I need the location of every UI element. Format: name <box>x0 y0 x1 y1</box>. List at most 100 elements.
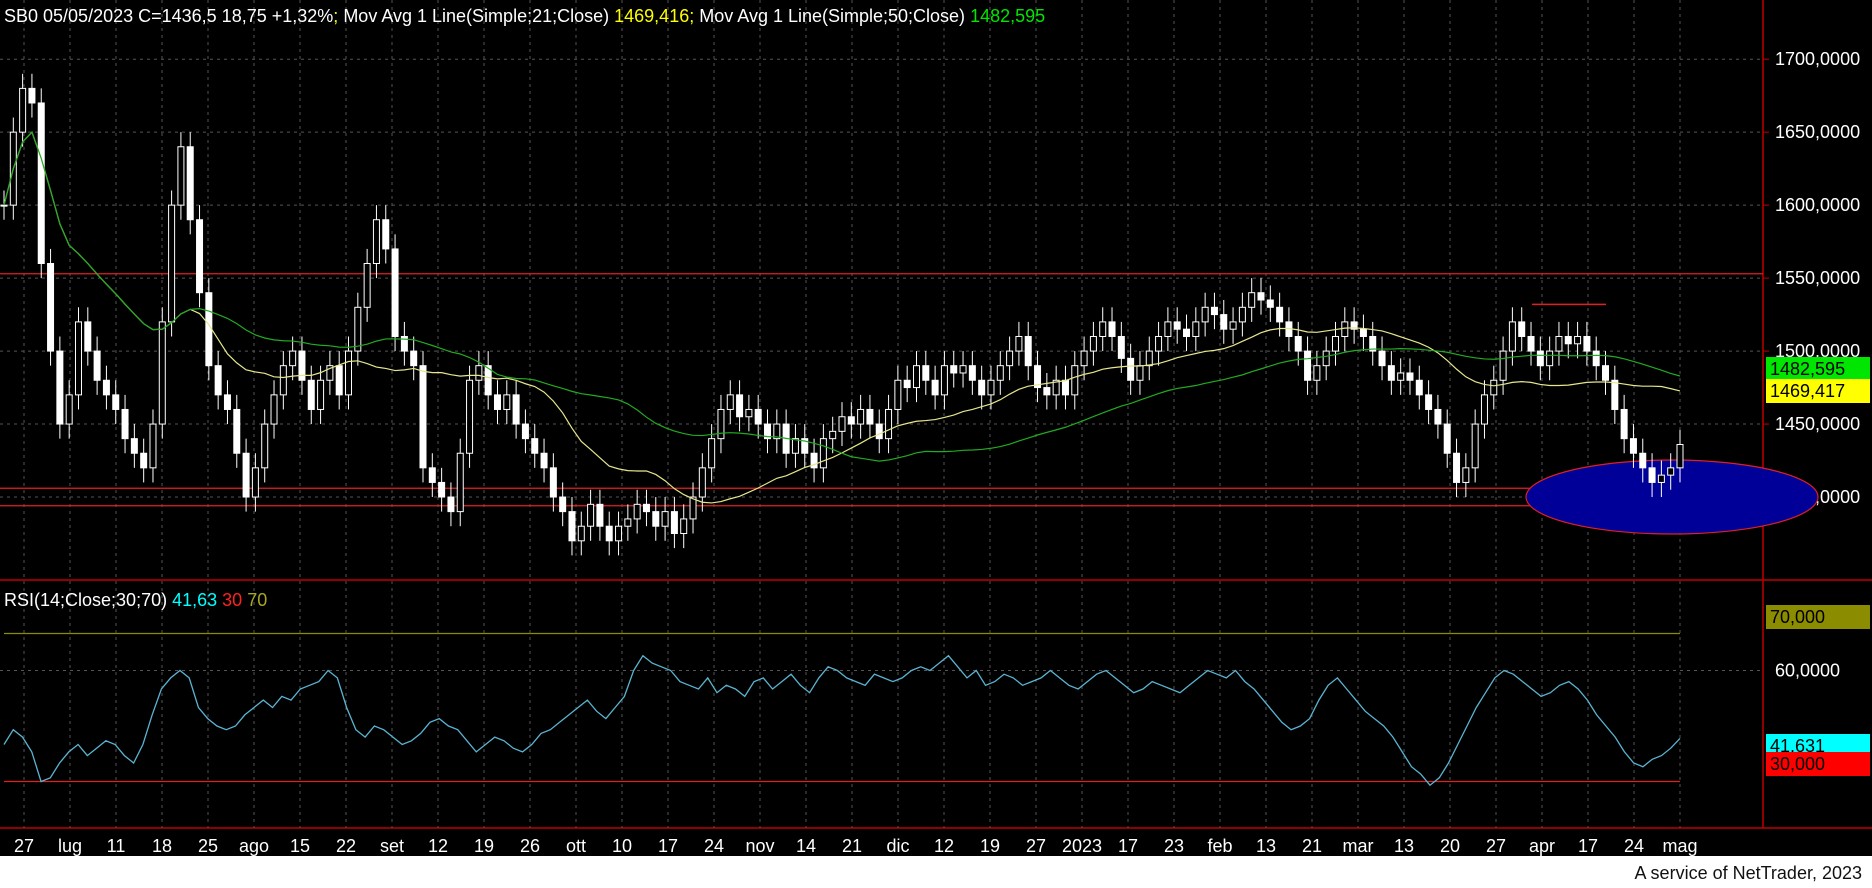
ma21-label: Mov Avg 1 Line(Simple;21;Close) <box>343 6 610 26</box>
candle-body <box>521 423 529 440</box>
candle-body <box>466 379 474 454</box>
credit-text: A service of NetTrader, 2023 <box>1630 863 1866 884</box>
candle-body <box>624 518 632 527</box>
highlight-ellipse <box>1525 459 1819 535</box>
candle-body <box>1108 321 1116 337</box>
x-tick-label: 21 <box>1302 836 1322 856</box>
candle-body <box>996 365 1004 381</box>
x-tick-label: nov <box>745 836 774 856</box>
candle-body <box>1257 292 1265 301</box>
x-tick-label: 21 <box>842 836 862 856</box>
candle-body <box>838 416 846 432</box>
ma21-value: 1469,416 <box>614 6 690 26</box>
candle-body <box>1527 335 1535 352</box>
y-tick-label: 1700,0000 <box>1775 49 1860 69</box>
candle-body <box>363 263 371 308</box>
y-tick-label: 1600,0000 <box>1775 195 1860 215</box>
candle-body <box>1406 372 1414 381</box>
candle-body <box>47 263 55 352</box>
candle-body <box>819 438 827 469</box>
candle-body <box>102 379 110 396</box>
candle-body <box>1629 438 1637 454</box>
candle-body <box>1359 328 1367 337</box>
candle-body <box>968 365 976 381</box>
x-tick-label: 27 <box>1486 836 1506 856</box>
candle-body <box>577 525 585 542</box>
y-tick-label: 1650,0000 <box>1775 122 1860 142</box>
rsi30-tag: 30,000 <box>1766 752 1870 776</box>
x-tick-label: 10 <box>612 836 632 856</box>
candle-body <box>251 467 259 498</box>
candle-body <box>1611 379 1619 410</box>
candle-body <box>1341 321 1349 337</box>
rsi-value: 41,63 <box>172 590 218 610</box>
candle-body <box>1117 335 1125 359</box>
y-tick-label: 60,0000 <box>1775 661 1840 681</box>
candle-body <box>1425 394 1433 410</box>
candle-body <box>84 321 92 352</box>
candle-body <box>540 452 548 469</box>
candle-body <box>940 365 948 396</box>
candle-body <box>1173 321 1181 330</box>
candle-body <box>791 438 799 454</box>
candle-body <box>661 511 669 527</box>
candle-body <box>1443 423 1451 454</box>
x-tick-label: 17 <box>1578 836 1598 856</box>
candle-body <box>596 503 604 527</box>
candle-body <box>1006 350 1014 367</box>
x-tick-label: 19 <box>980 836 1000 856</box>
candle-body <box>1462 467 1470 483</box>
candle-body <box>894 379 902 410</box>
rsi-line <box>3 654 1681 787</box>
candle-body <box>177 146 185 206</box>
candle-body <box>1574 335 1582 345</box>
candle-body <box>1322 350 1330 367</box>
candle-body <box>1220 314 1228 330</box>
candle-body <box>1061 379 1069 396</box>
candle-body <box>475 365 483 381</box>
rsi-header: RSI(14;Close;30;70) 41,63 30 70 <box>4 590 267 611</box>
candle-body <box>1676 443 1684 469</box>
x-tick-label: feb <box>1207 836 1232 856</box>
candle-body <box>1387 365 1395 381</box>
candle-body <box>1164 321 1172 337</box>
candle-body <box>149 423 157 469</box>
x-tick-label: 14 <box>796 836 816 856</box>
candle-body <box>708 438 716 469</box>
candle-body <box>1471 423 1479 469</box>
candle-body <box>354 306 362 352</box>
candle-body <box>1294 335 1302 352</box>
candle-body <box>642 503 650 513</box>
candle-body <box>1378 350 1386 367</box>
candle-body <box>1350 321 1358 330</box>
candle-body <box>1480 394 1488 425</box>
candle-body <box>829 430 837 440</box>
candle-body <box>93 350 101 381</box>
x-tick-label: apr <box>1529 836 1555 856</box>
candle-body <box>1546 350 1554 367</box>
y-tick-label: 1450,0000 <box>1775 414 1860 434</box>
candle-body <box>1238 306 1246 323</box>
candle-body <box>745 408 753 418</box>
candle-body <box>857 408 865 425</box>
candle-body <box>754 408 762 425</box>
x-tick-label: 12 <box>934 836 954 856</box>
symbol-info: SB0 05/05/2023 C=1436,5 18,75 +1,32% <box>4 6 334 26</box>
candle-body <box>680 518 688 535</box>
candle-body <box>717 408 725 440</box>
ma50-line <box>3 131 1681 462</box>
ma50-label: Mov Avg 1 Line(Simple;50;Close) <box>699 6 966 26</box>
candle-body <box>978 379 986 396</box>
candle-body <box>317 379 325 410</box>
x-tick-label: 25 <box>198 836 218 856</box>
candle-body <box>261 423 269 469</box>
rsi-high: 70 <box>247 590 268 610</box>
x-tick-label: 15 <box>290 836 310 856</box>
candle-body <box>1564 335 1572 345</box>
candle-body <box>587 503 595 527</box>
candle-body <box>1415 379 1423 396</box>
candle-body <box>1536 350 1544 367</box>
x-tick-label: 13 <box>1394 836 1414 856</box>
rsi-low: 30 <box>222 590 243 610</box>
